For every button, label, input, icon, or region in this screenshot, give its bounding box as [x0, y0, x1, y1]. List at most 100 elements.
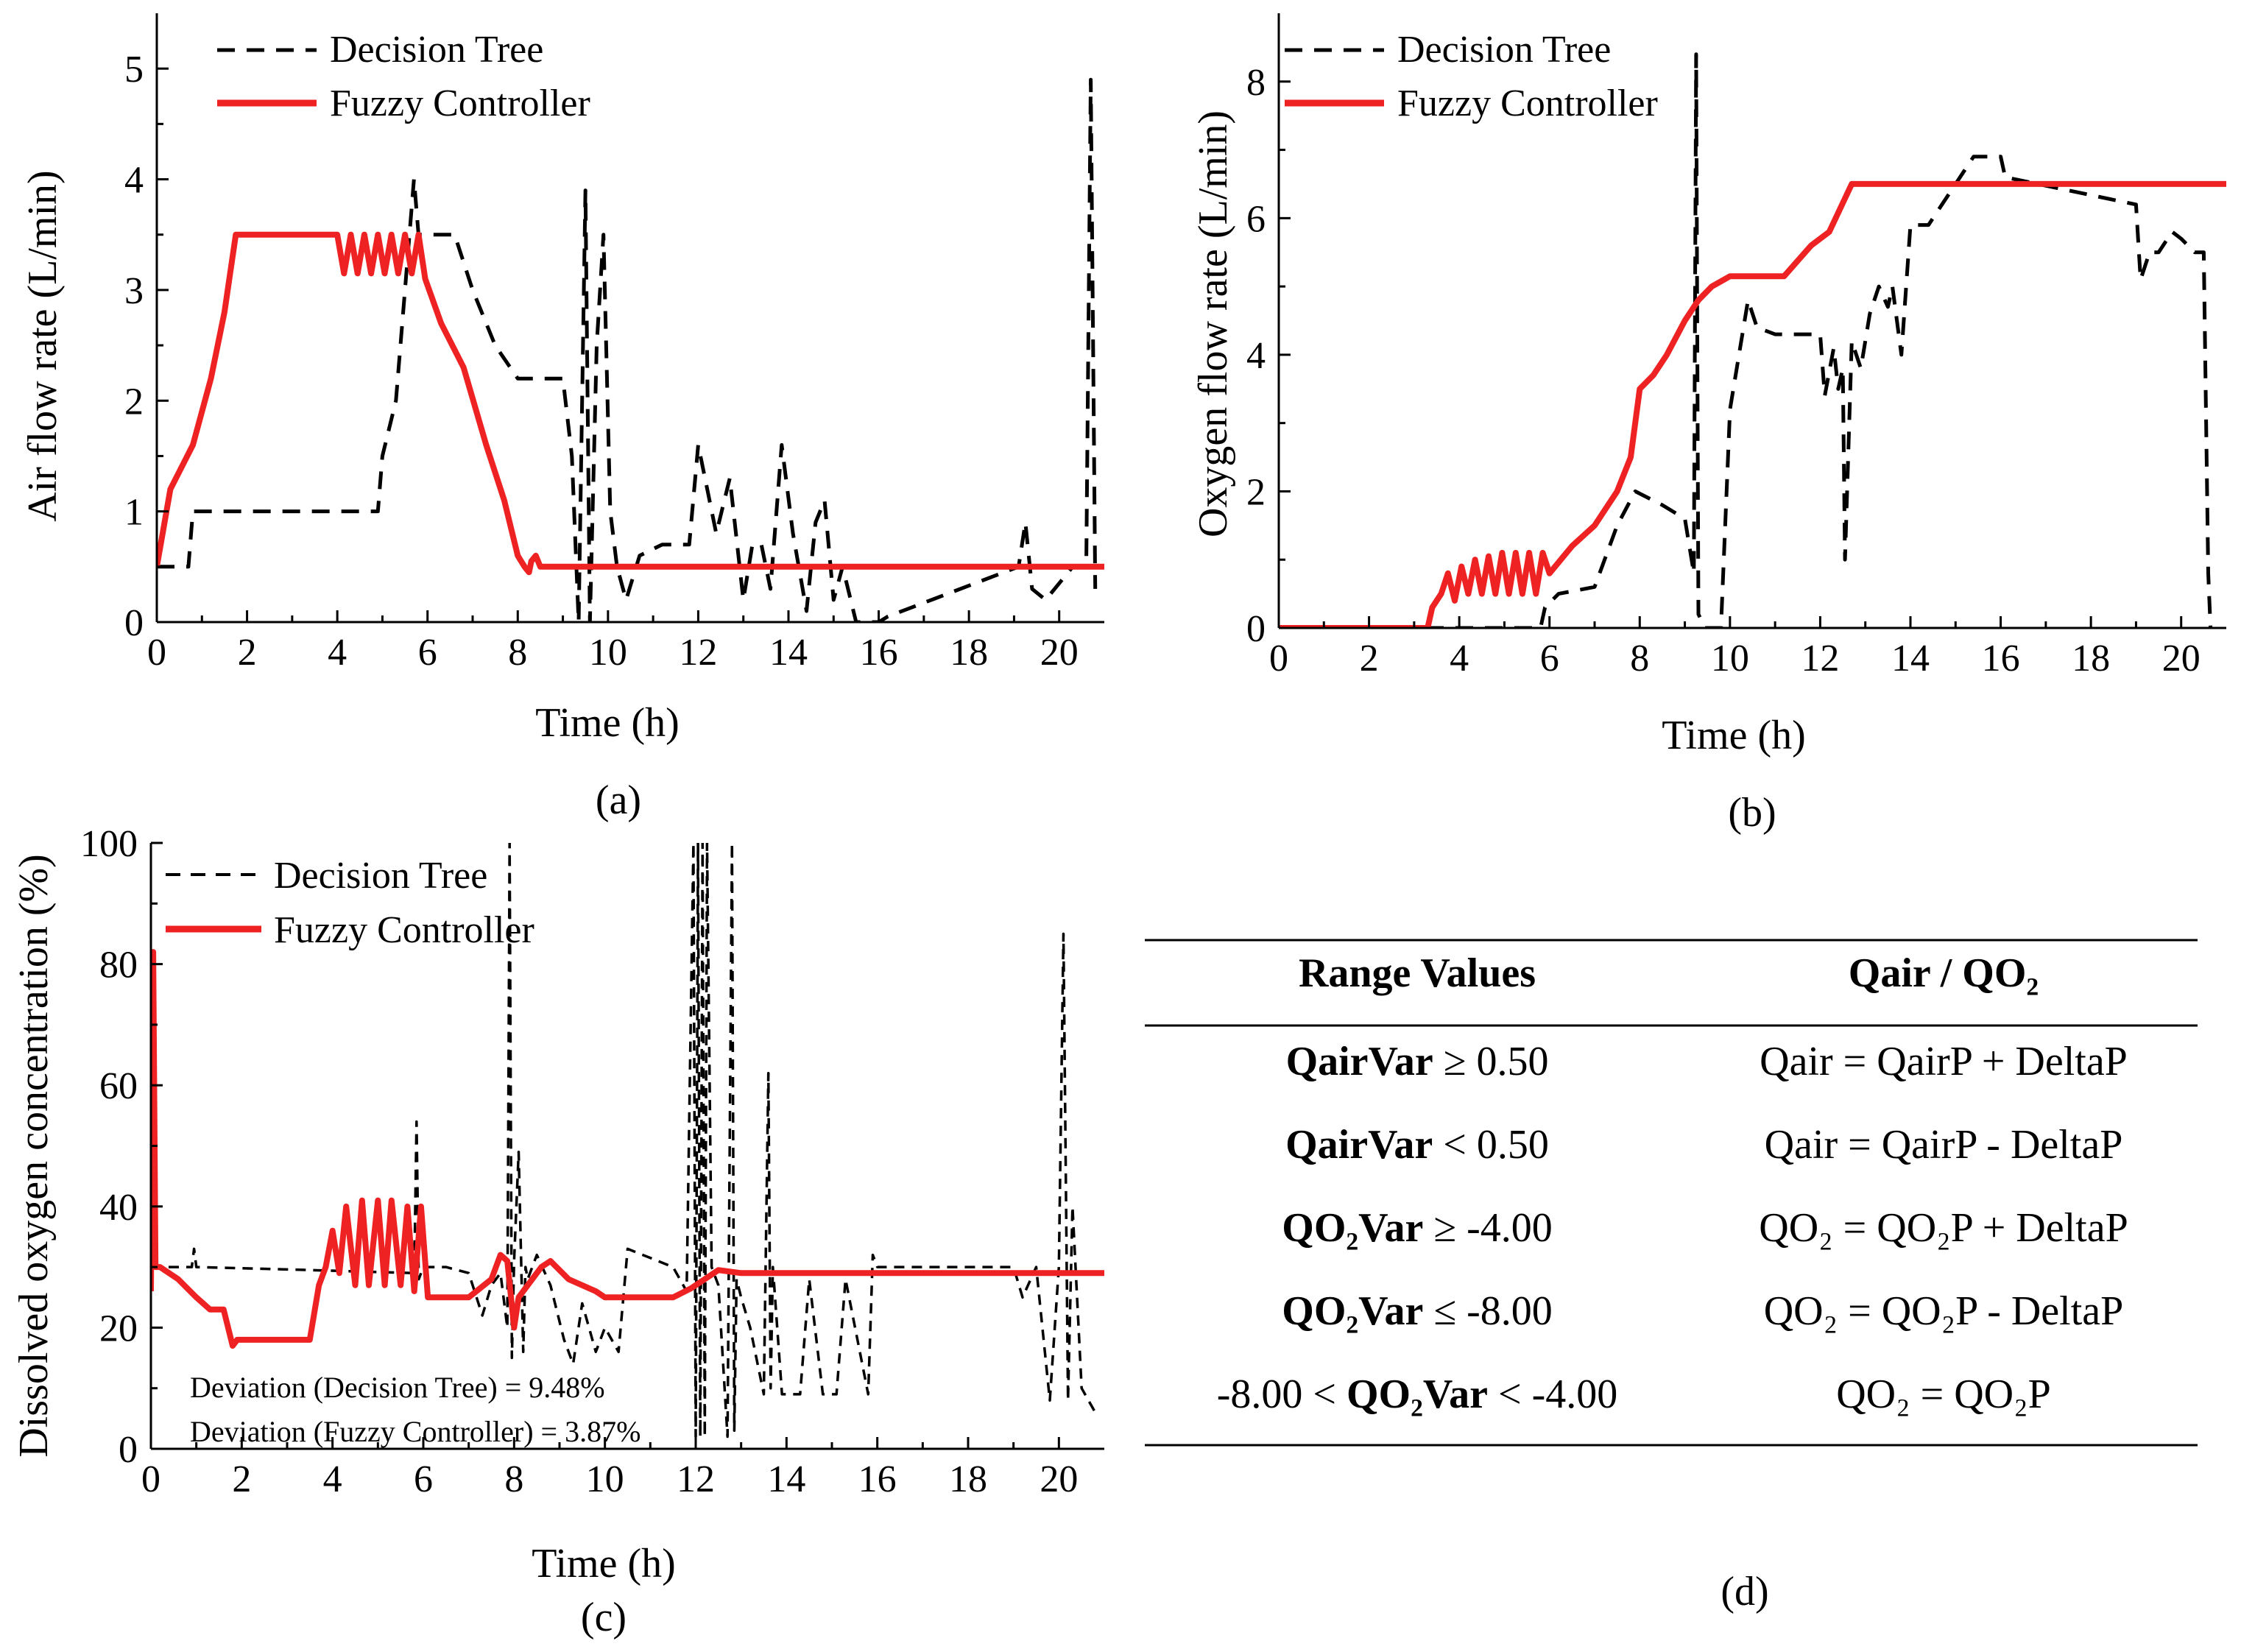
chart-c-y-tick-label: 20 — [99, 1307, 138, 1349]
table-cell-range: QairVar ≥ 0.50 — [1286, 1039, 1549, 1084]
chart-b-y-tick-label: 8 — [1246, 62, 1266, 104]
table-row: QairVar ≥ 0.50 Qair = QairP + DeltaP — [1286, 1039, 2128, 1084]
table-header-qair-qo2: Qair / QO₂ — [1849, 950, 2039, 996]
table-cell-rule: Qair = QairP + DeltaP — [1760, 1039, 2128, 1084]
chart-b-x-tick-label: 2 — [1360, 638, 1379, 679]
chart-panel-c: Dissolved oxygen concentration (%) Time … — [11, 823, 1104, 1640]
table-cell-range: -8.00 < QO₂Var < -4.00 — [1217, 1372, 1618, 1417]
chart-a-x-tick-label: 14 — [769, 632, 808, 674]
range-condition: < 0.50 — [1433, 1122, 1549, 1168]
chart-c-series-decision-tree — [151, 843, 1097, 1439]
chart-c-y-tick-label: 40 — [99, 1187, 138, 1229]
chart-c-x-tick-label: 12 — [677, 1458, 715, 1500]
chart-a-x-tick-label: 20 — [1040, 632, 1079, 674]
chart-a-x-tick-label: 8 — [508, 632, 527, 674]
table-cell-range: QairVar < 0.50 — [1285, 1122, 1549, 1168]
chart-c-x-tick-label: 2 — [232, 1458, 251, 1500]
chart-b-x-tick-label: 10 — [1711, 638, 1749, 679]
chart-b-y-tick-label: 2 — [1246, 471, 1266, 513]
table-cell-rule: QO₂ = QO₂P + DeltaP — [1759, 1205, 2128, 1251]
chart-b-x-tick-label: 6 — [1540, 638, 1559, 679]
table-cell-rule: QO₂ = QO₂P — [1836, 1372, 2051, 1417]
chart-a-x-tick-label: 12 — [679, 632, 717, 674]
range-condition: ≤ -8.00 — [1423, 1288, 1552, 1334]
chart-a-y-tick-label: 2 — [124, 381, 144, 423]
chart-b-y-tick-label: 6 — [1246, 198, 1266, 240]
chart-a-legend-label-decision-tree: Decision Tree — [330, 29, 543, 71]
chart-c-legend-label-fuzzy-controller: Fuzzy Controller — [274, 909, 534, 951]
table-row: QO₂Var ≤ -8.00 QO₂ = QO₂P - DeltaP — [1282, 1288, 2123, 1334]
range-variable: QairVar — [1286, 1039, 1433, 1084]
chart-a-xlabel: Time (h) — [535, 700, 680, 746]
table-cell-range: QO₂Var ≤ -8.00 — [1282, 1288, 1552, 1334]
chart-b-x-tick-label: 0 — [1269, 638, 1288, 679]
range-condition: ≥ -4.00 — [1423, 1205, 1552, 1251]
range-pre: -8.00 < — [1217, 1372, 1347, 1417]
chart-a-y-tick-label: 5 — [124, 49, 144, 91]
chart-b-series-fuzzy-controller — [1279, 180, 2226, 628]
chart-a-y-tick-label: 1 — [124, 492, 144, 534]
chart-a-x-tick-label: 18 — [950, 632, 988, 674]
chart-b-ylabel: Oxygen flow rate (L/min) — [1190, 110, 1236, 537]
chart-c-annotation-decision-tree: Deviation (Decision Tree) = 9.48% — [190, 1371, 605, 1404]
table-row: QairVar < 0.50 Qair = QairP - DeltaP — [1285, 1122, 2122, 1168]
chart-c-x-tick-label: 14 — [767, 1458, 805, 1500]
chart-c-x-tick-label: 16 — [858, 1458, 897, 1500]
range-variable: QO₂Var — [1282, 1288, 1423, 1334]
range-variable: QO₂Var — [1347, 1372, 1488, 1417]
chart-b-x-tick-label: 12 — [1801, 638, 1839, 679]
chart-c-x-tick-label: 8 — [504, 1458, 523, 1500]
chart-c-y-tick-label: 100 — [80, 823, 138, 865]
chart-c-legend: Decision Tree Fuzzy Controller — [166, 855, 534, 951]
table-panel-label: (d) — [1721, 1569, 1768, 1614]
chart-c-annotation-fuzzy-controller: Deviation (Fuzzy Controller) = 3.87% — [190, 1415, 640, 1448]
chart-b-xlabel: Time (h) — [1662, 713, 1806, 758]
chart-panel-a: Air flow rate (L/min) Time (h) (a) Decis… — [20, 13, 1104, 823]
chart-a-x-tick-label: 2 — [238, 632, 257, 674]
chart-b-series-group — [1279, 52, 2226, 628]
chart-a-panel-label: (a) — [596, 777, 641, 823]
chart-c-x-tick-label: 6 — [414, 1458, 433, 1500]
chart-a-series-fuzzy-controller — [157, 231, 1104, 576]
chart-c-x-tick-label: 20 — [1040, 1458, 1078, 1500]
table-row: QO₂Var ≥ -4.00 QO₂ = QO₂P + DeltaP — [1282, 1205, 2128, 1251]
chart-b-legend: Decision Tree Fuzzy Controller — [1285, 29, 1658, 124]
chart-b-legend-label-fuzzy-controller: Fuzzy Controller — [1397, 82, 1658, 124]
chart-a-legend-label-fuzzy-controller: Fuzzy Controller — [330, 82, 590, 124]
table-cell-rule: QO₂ = QO₂P - DeltaP — [1764, 1288, 2124, 1334]
chart-c-ylabel: Dissolved oxygen concentration (%) — [11, 854, 57, 1458]
chart-b-x-tick-label: 4 — [1450, 638, 1469, 679]
chart-a-y-tick-label: 0 — [124, 602, 144, 644]
chart-b-x-tick-label: 14 — [1891, 638, 1930, 679]
chart-c-x-tick-label: 10 — [586, 1458, 624, 1500]
chart-a-x-tick-label: 6 — [418, 632, 437, 674]
chart-b-x-tick-label: 18 — [2072, 638, 2110, 679]
range-variable: QairVar — [1285, 1122, 1433, 1168]
chart-b-x-tick-label: 20 — [2162, 638, 2201, 679]
chart-b-legend-label-decision-tree: Decision Tree — [1397, 29, 1611, 71]
range-condition: ≥ 0.50 — [1433, 1039, 1549, 1084]
chart-c-x-tick-label: 0 — [141, 1458, 160, 1500]
chart-a-x-tick-label: 16 — [860, 632, 898, 674]
chart-c-legend-label-decision-tree: Decision Tree — [274, 855, 487, 897]
chart-c-series-group — [151, 843, 1104, 1439]
chart-c-y-tick-label: 80 — [99, 945, 138, 986]
chart-b-y-tick-label: 0 — [1246, 608, 1266, 650]
chart-a-x-tick-label: 0 — [147, 632, 166, 674]
chart-c-x-tick-label: 18 — [949, 1458, 987, 1500]
chart-a-y-tick-label: 3 — [124, 270, 144, 312]
chart-b-x-tick-label: 16 — [1982, 638, 2020, 679]
table-cell-range: QO₂Var ≥ -4.00 — [1282, 1205, 1552, 1251]
range-variable: QO₂Var — [1282, 1205, 1423, 1251]
chart-a-legend: Decision Tree Fuzzy Controller — [217, 29, 590, 124]
chart-a-ylabel: Air flow rate (L/min) — [20, 170, 66, 521]
rule-table: Range Values Qair / QO₂ QairVar ≥ 0.50 Q… — [1145, 939, 2198, 1614]
chart-panel-b: Oxygen flow rate (L/min) Time (h) (b) De… — [1190, 13, 2226, 836]
chart-c-xlabel: Time (h) — [532, 1541, 676, 1586]
chart-b-panel-label: (b) — [1728, 790, 1776, 836]
chart-c-panel-label: (c) — [581, 1595, 627, 1640]
range-condition: < -4.00 — [1488, 1372, 1617, 1417]
chart-b-series-decision-tree — [1279, 52, 2213, 628]
chart-a-x-tick-label: 10 — [589, 632, 627, 674]
